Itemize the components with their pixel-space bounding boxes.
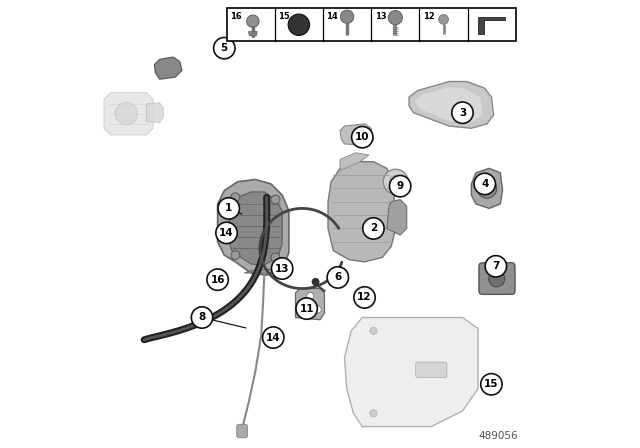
Text: 13: 13 xyxy=(275,263,289,274)
Text: 3: 3 xyxy=(459,108,466,118)
Polygon shape xyxy=(104,93,153,135)
Circle shape xyxy=(390,176,402,188)
Polygon shape xyxy=(387,199,407,235)
Text: 12: 12 xyxy=(357,293,372,302)
Polygon shape xyxy=(228,192,282,265)
Text: 7: 7 xyxy=(492,261,500,271)
Text: 15: 15 xyxy=(278,12,290,21)
Polygon shape xyxy=(328,162,396,262)
Circle shape xyxy=(483,184,492,193)
Circle shape xyxy=(485,256,506,277)
Text: 1: 1 xyxy=(225,203,232,213)
FancyBboxPatch shape xyxy=(416,362,447,378)
Circle shape xyxy=(271,253,280,262)
Text: 13: 13 xyxy=(375,12,387,21)
Text: 16: 16 xyxy=(230,12,242,21)
Circle shape xyxy=(390,176,411,197)
Circle shape xyxy=(207,269,228,290)
FancyBboxPatch shape xyxy=(479,263,515,294)
Text: 6: 6 xyxy=(334,272,341,282)
Text: 14: 14 xyxy=(326,12,339,21)
Polygon shape xyxy=(154,57,182,79)
FancyBboxPatch shape xyxy=(227,8,516,42)
Circle shape xyxy=(231,251,240,260)
Circle shape xyxy=(271,258,293,279)
Polygon shape xyxy=(296,289,324,320)
Polygon shape xyxy=(340,124,373,146)
Circle shape xyxy=(438,14,449,24)
Circle shape xyxy=(351,126,373,148)
Circle shape xyxy=(314,306,321,313)
Text: 15: 15 xyxy=(484,379,499,389)
Text: 12: 12 xyxy=(423,12,435,21)
Polygon shape xyxy=(248,31,257,36)
Circle shape xyxy=(231,193,240,202)
Text: 10: 10 xyxy=(355,132,369,142)
Polygon shape xyxy=(218,180,289,275)
Text: 14: 14 xyxy=(219,228,234,238)
Circle shape xyxy=(354,287,375,308)
Polygon shape xyxy=(340,153,369,171)
Circle shape xyxy=(296,298,317,319)
Circle shape xyxy=(383,169,408,194)
Polygon shape xyxy=(479,17,505,34)
Circle shape xyxy=(288,14,310,35)
Circle shape xyxy=(115,103,138,125)
Circle shape xyxy=(262,327,284,348)
Text: 9: 9 xyxy=(397,181,404,191)
Text: 2: 2 xyxy=(370,224,377,233)
Polygon shape xyxy=(414,87,483,122)
Circle shape xyxy=(481,374,502,395)
Text: 11: 11 xyxy=(300,304,314,314)
Text: 5: 5 xyxy=(221,43,228,53)
Circle shape xyxy=(363,218,384,239)
Circle shape xyxy=(307,293,314,300)
Polygon shape xyxy=(147,103,163,122)
Circle shape xyxy=(214,38,235,59)
Circle shape xyxy=(312,278,319,285)
Circle shape xyxy=(340,10,354,23)
Circle shape xyxy=(191,307,212,328)
FancyBboxPatch shape xyxy=(237,424,248,438)
Circle shape xyxy=(370,409,377,417)
Circle shape xyxy=(218,198,239,219)
Circle shape xyxy=(271,195,280,204)
Polygon shape xyxy=(344,318,478,426)
Circle shape xyxy=(388,10,403,25)
Polygon shape xyxy=(409,82,493,128)
Polygon shape xyxy=(472,168,502,208)
Circle shape xyxy=(370,327,377,334)
Circle shape xyxy=(300,306,307,313)
Circle shape xyxy=(246,15,259,27)
Circle shape xyxy=(477,179,497,198)
Circle shape xyxy=(327,267,349,288)
Text: 4: 4 xyxy=(481,179,488,189)
Circle shape xyxy=(474,173,495,194)
Circle shape xyxy=(489,271,505,287)
Text: 14: 14 xyxy=(266,332,280,343)
Circle shape xyxy=(216,222,237,244)
Text: 16: 16 xyxy=(211,275,225,284)
Text: 489056: 489056 xyxy=(479,431,518,441)
Circle shape xyxy=(452,102,473,123)
Polygon shape xyxy=(244,262,289,273)
Text: 8: 8 xyxy=(198,313,205,323)
